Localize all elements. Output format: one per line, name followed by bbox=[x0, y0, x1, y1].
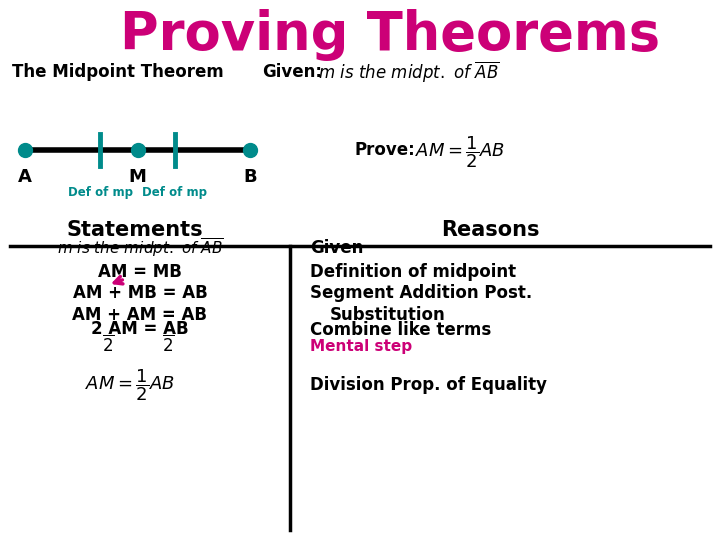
Text: Given: Given bbox=[310, 239, 364, 257]
Text: Division Prop. of Equality: Division Prop. of Equality bbox=[310, 376, 547, 394]
Text: Prove:: Prove: bbox=[355, 141, 415, 159]
Point bbox=[244, 146, 256, 154]
Text: Statements: Statements bbox=[67, 220, 203, 240]
Text: A: A bbox=[18, 168, 32, 186]
Text: Def of mp: Def of mp bbox=[143, 186, 207, 199]
Text: 2 AM = AB: 2 AM = AB bbox=[91, 320, 189, 338]
Text: AM + MB = AB: AM + MB = AB bbox=[73, 284, 207, 302]
Point bbox=[19, 146, 31, 154]
Text: Given:: Given: bbox=[262, 63, 322, 81]
Text: Definition of midpoint: Definition of midpoint bbox=[310, 263, 516, 281]
Text: $AM = \dfrac{1}{2}AB$: $AM = \dfrac{1}{2}AB$ bbox=[415, 134, 505, 170]
Text: Substitution: Substitution bbox=[330, 306, 446, 324]
Text: $\overline{2}$: $\overline{2}$ bbox=[162, 334, 174, 355]
Text: The Midpoint Theorem: The Midpoint Theorem bbox=[12, 63, 224, 81]
Point bbox=[132, 146, 143, 154]
Text: $\overline{2}$: $\overline{2}$ bbox=[102, 334, 114, 355]
Text: $AM = \dfrac{1}{2}AB$: $AM = \dfrac{1}{2}AB$ bbox=[85, 367, 175, 403]
Text: $m\ \mathit{is\ the\ midpt.\ of}\ \overline{AB}$: $m\ \mathit{is\ the\ midpt.\ of}\ \overl… bbox=[318, 59, 500, 85]
Text: Def of mp: Def of mp bbox=[68, 186, 132, 199]
Text: AM = MB: AM = MB bbox=[98, 263, 182, 281]
Text: Combine like terms: Combine like terms bbox=[310, 321, 491, 339]
Text: B: B bbox=[243, 168, 257, 186]
Text: Mental step: Mental step bbox=[310, 339, 412, 354]
Text: Proving Theorems: Proving Theorems bbox=[120, 9, 660, 61]
Text: $m\ \mathit{is\ the\ midpt.\ of}\ \overline{AB}$: $m\ \mathit{is\ the\ midpt.\ of}\ \overl… bbox=[57, 237, 223, 259]
Text: Segment Addition Post.: Segment Addition Post. bbox=[310, 284, 532, 302]
Text: M: M bbox=[129, 168, 146, 186]
Text: Reasons: Reasons bbox=[441, 220, 539, 240]
Text: AM + AM = AB: AM + AM = AB bbox=[73, 306, 207, 324]
